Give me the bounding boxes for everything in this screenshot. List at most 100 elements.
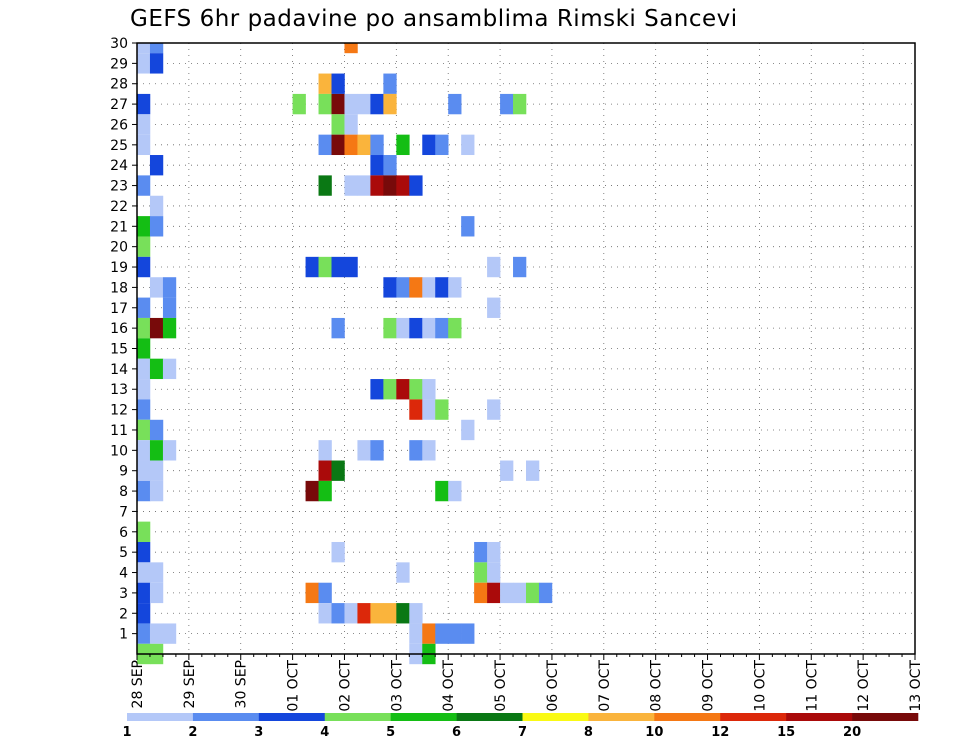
heatmap-cell xyxy=(370,155,384,176)
colorbar-label: 2 xyxy=(188,725,197,740)
heatmap-cell xyxy=(318,582,332,604)
heatmap-cell xyxy=(149,155,164,176)
heatmap-cell xyxy=(137,399,151,420)
heatmap-cell xyxy=(331,541,345,563)
heatmap-cell xyxy=(422,623,436,644)
heatmap-cell xyxy=(370,440,384,461)
x-tick-label: 30 SEP xyxy=(234,660,250,708)
heatmap-cell xyxy=(318,73,332,94)
heatmap-cell xyxy=(448,623,462,644)
x-tick-label: 10 OCT xyxy=(752,660,768,712)
heatmap-cell xyxy=(474,541,488,563)
heatmap-cell xyxy=(344,603,358,624)
heatmap-cell xyxy=(331,256,345,278)
colorbar-swatch xyxy=(324,713,391,721)
x-tick-label: 13 OCT xyxy=(908,660,924,712)
y-tick-label: 20 xyxy=(110,240,128,256)
x-tick-label: 09 OCT xyxy=(701,660,717,712)
heatmap-cell xyxy=(344,175,358,196)
heatmap-cell xyxy=(318,93,332,115)
heatmap-cell xyxy=(357,134,371,156)
heatmap-cell xyxy=(435,623,449,644)
chart-title: GEFS 6hr padavine po ansamblima Rimski S… xyxy=(130,6,738,32)
x-tick-label: 02 OCT xyxy=(337,660,353,712)
heatmap-cell xyxy=(435,399,449,420)
heatmap-cell xyxy=(137,521,151,542)
colorbar-swatch xyxy=(127,713,194,721)
heatmap-cell xyxy=(357,175,371,196)
heatmap-cell xyxy=(513,256,527,278)
heatmap-cell xyxy=(318,175,332,196)
colorbar-swatch xyxy=(390,713,457,721)
heatmap-cell xyxy=(149,623,164,644)
heatmap-cell xyxy=(149,440,164,461)
colorbar-label: 15 xyxy=(777,725,795,740)
heatmap-cell xyxy=(409,317,423,339)
heatmap-cell xyxy=(538,582,553,604)
heatmap-cell xyxy=(383,603,397,624)
heatmap-cell xyxy=(396,277,410,298)
heatmap-cell xyxy=(422,399,436,420)
heatmap-cell xyxy=(461,419,475,441)
heatmap-cell xyxy=(487,256,501,278)
heatmap-cell xyxy=(318,460,332,481)
heatmap-cell xyxy=(409,623,423,644)
heatmap-cell xyxy=(331,73,345,94)
heatmap-cell xyxy=(370,379,384,400)
y-tick-label: 5 xyxy=(119,545,128,561)
heatmap-cell xyxy=(137,256,151,278)
heatmap-cell xyxy=(137,582,151,604)
y-tick-label: 15 xyxy=(110,342,128,358)
heatmap-cell xyxy=(422,317,436,339)
x-tick-label: 01 OCT xyxy=(286,660,302,712)
heatmap-cell xyxy=(137,175,151,196)
heatmap-cell xyxy=(357,440,371,461)
heatmap-cell xyxy=(448,93,462,115)
heatmap-cell xyxy=(318,603,332,624)
heatmap-cell xyxy=(149,216,164,237)
heatmap-cell xyxy=(396,379,410,400)
heatmap-cell xyxy=(149,277,164,298)
heatmap-cell xyxy=(435,317,449,339)
colorbar-swatch xyxy=(522,713,589,721)
heatmap-cell xyxy=(370,93,384,115)
heatmap-cell xyxy=(318,134,332,156)
heatmap-cell xyxy=(383,93,397,115)
heatmap-cell xyxy=(149,43,164,54)
heatmap-cell xyxy=(500,460,514,481)
heatmap-cell xyxy=(344,43,358,54)
heatmap-cell xyxy=(435,480,449,502)
y-tick-label: 21 xyxy=(110,219,128,235)
y-tick-label: 17 xyxy=(110,301,128,317)
heatmap-cell xyxy=(162,317,177,339)
y-tick-label: 18 xyxy=(110,280,128,296)
heatmap-cell xyxy=(137,93,151,115)
colorbar-label: 1 xyxy=(122,725,131,740)
heatmap-cell xyxy=(396,175,410,196)
heatmap-cell xyxy=(162,297,177,318)
colorbar-label: 3 xyxy=(254,725,263,740)
y-tick-label: 7 xyxy=(119,504,128,520)
y-tick-label: 8 xyxy=(119,484,128,500)
y-tick-label: 6 xyxy=(119,525,128,541)
y-tick-label: 26 xyxy=(110,117,128,133)
heatmap-cell xyxy=(331,93,345,115)
x-tick-label: 06 OCT xyxy=(545,660,561,712)
colorbar-swatch xyxy=(720,713,787,721)
heatmap-cell xyxy=(162,440,177,461)
heatmap-cell xyxy=(474,582,488,604)
colorbar-label: 12 xyxy=(711,725,729,740)
colorbar-swatch xyxy=(456,713,523,721)
y-tick-label: 10 xyxy=(110,443,128,459)
x-tick-label: 04 OCT xyxy=(441,660,457,712)
heatmap-cell xyxy=(383,277,397,298)
heatmap-cell xyxy=(318,256,332,278)
heatmap-cell xyxy=(137,43,151,54)
heatmap-cell xyxy=(137,338,151,359)
heatmap-cell xyxy=(318,440,332,461)
heatmap-cell xyxy=(461,134,475,156)
colorbar-label: 5 xyxy=(386,725,395,740)
heatmap-cell xyxy=(305,256,319,278)
heatmap-cell xyxy=(137,53,151,74)
heatmap-cell xyxy=(396,603,410,624)
